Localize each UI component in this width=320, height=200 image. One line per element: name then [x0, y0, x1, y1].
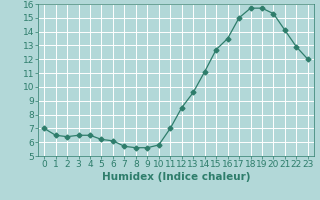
X-axis label: Humidex (Indice chaleur): Humidex (Indice chaleur) [102, 172, 250, 182]
